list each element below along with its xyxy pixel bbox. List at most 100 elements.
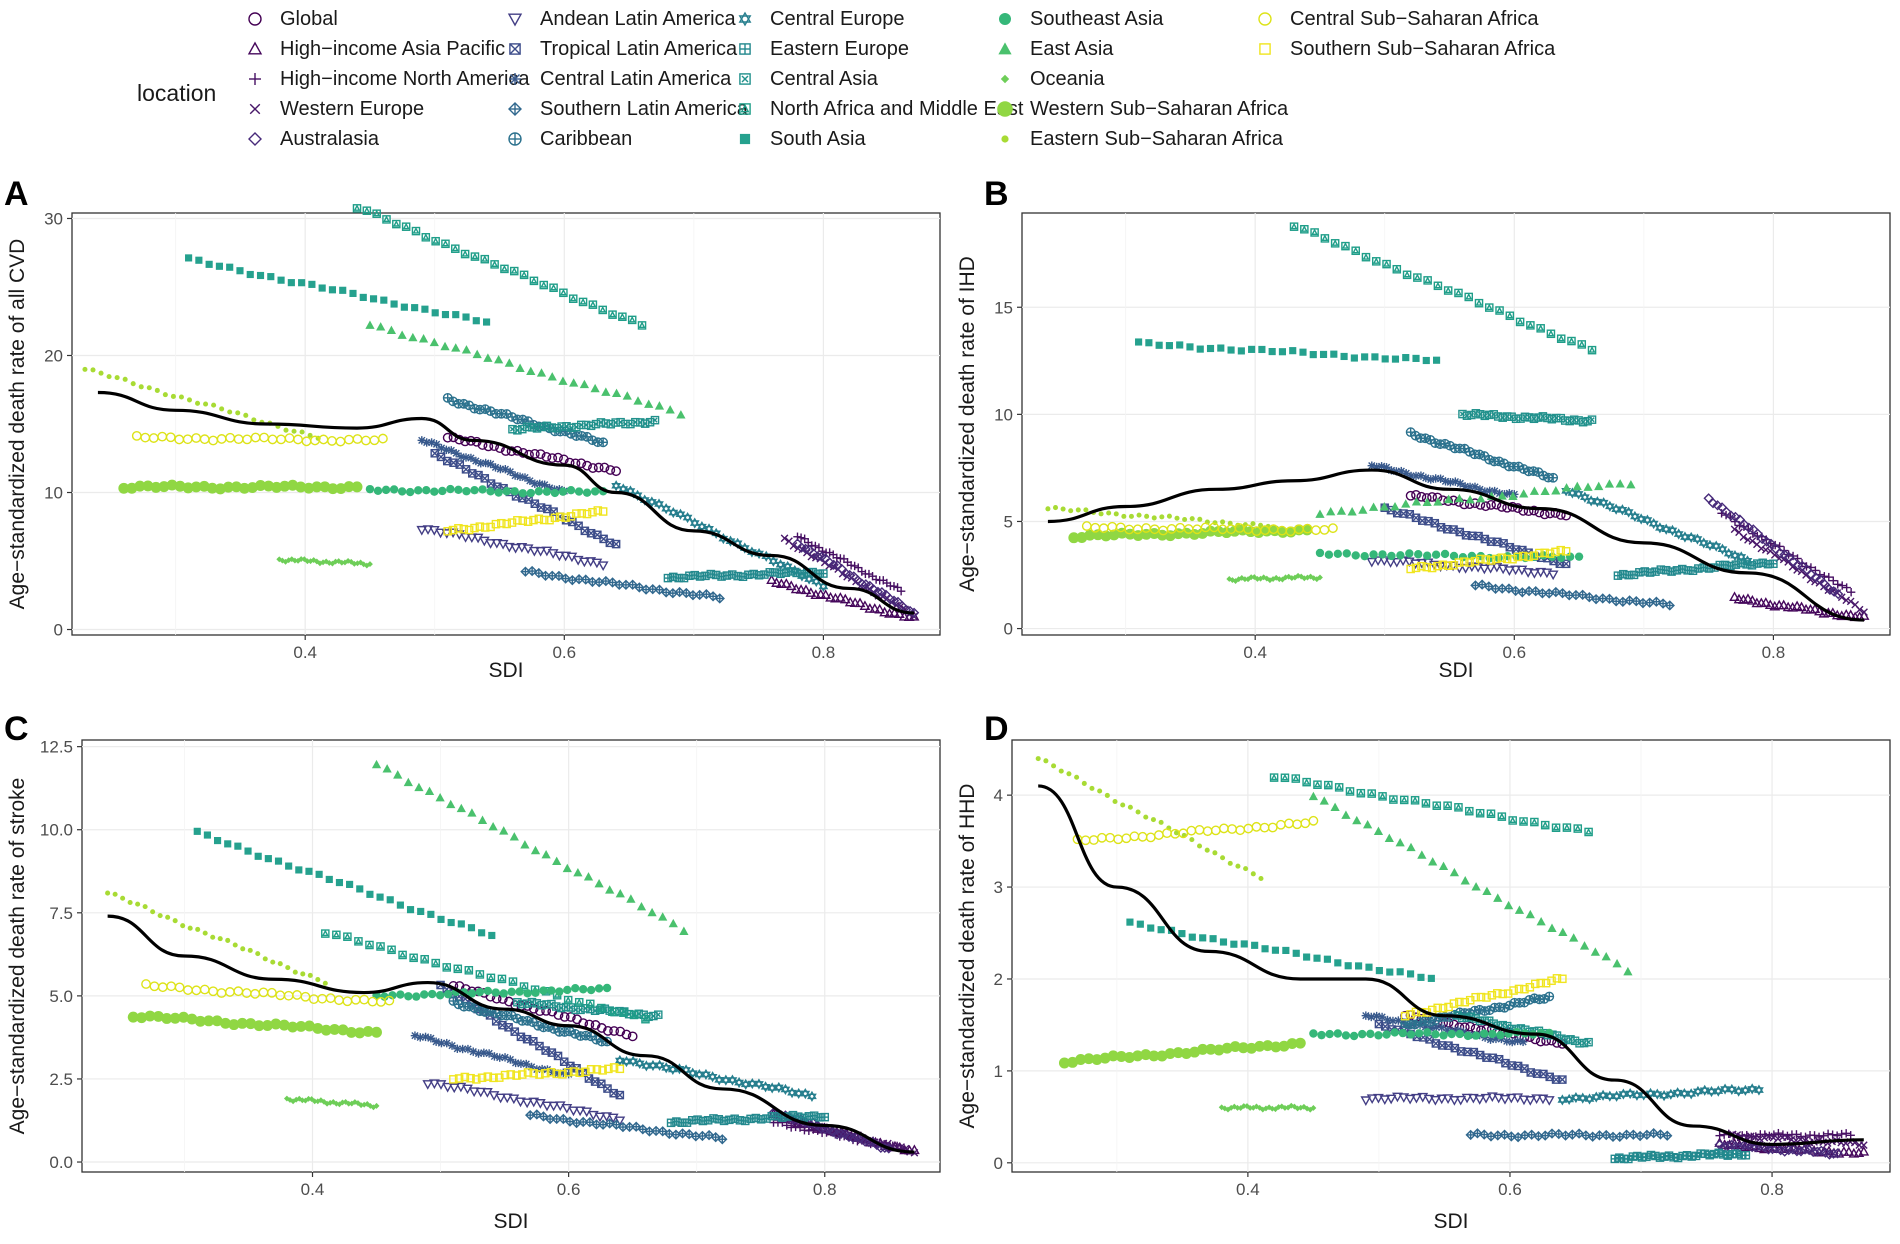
- data-point: [1317, 1030, 1326, 1040]
- data-point: [1373, 1093, 1384, 1104]
- series-d-eastern-sub-saharan-africa: [1035, 756, 1264, 882]
- data-point: [1417, 973, 1425, 981]
- data-point: [166, 479, 178, 491]
- data-point: [1410, 1019, 1420, 1030]
- data-point: [162, 392, 168, 398]
- data-point: [1464, 446, 1475, 457]
- legend-label: Global: [280, 7, 338, 30]
- data-point: [1526, 321, 1535, 330]
- data-point: [1443, 801, 1452, 810]
- data-point: [876, 587, 888, 598]
- data-point: [1121, 513, 1127, 519]
- data-point: [747, 1077, 758, 1090]
- data-point: [1665, 1088, 1676, 1100]
- legend-item-central-sub-saharan-africa: Central Sub−Saharan Africa: [1250, 4, 1539, 34]
- data-point: [679, 926, 689, 935]
- data-point: [1795, 1146, 1807, 1157]
- data-point: [1164, 1048, 1176, 1060]
- data-point: [343, 481, 355, 493]
- data-point: [1309, 351, 1317, 359]
- data-point: [371, 1026, 382, 1038]
- data-point: [400, 303, 408, 311]
- data-point: [404, 992, 413, 1001]
- legend-item-central-latin-america: Central Latin America: [500, 64, 731, 94]
- data-point: [1333, 549, 1343, 559]
- data-point: [1824, 1149, 1835, 1160]
- data-point: [1799, 1144, 1811, 1155]
- data-point: [502, 487, 511, 496]
- y-tick-label: 0: [54, 621, 63, 640]
- data-point: [1385, 1094, 1397, 1105]
- data-point: [597, 1003, 606, 1013]
- data-point: [1558, 1075, 1567, 1084]
- circle-open-icon: [248, 12, 262, 26]
- data-point: [484, 1049, 494, 1058]
- data-point: [332, 558, 339, 565]
- data-point: [437, 915, 445, 923]
- data-point: [287, 1096, 293, 1103]
- data-point: [1333, 1029, 1343, 1038]
- data-point: [1402, 270, 1412, 280]
- data-point: [480, 523, 490, 532]
- data-point: [134, 480, 146, 492]
- data-point: [1460, 997, 1470, 1007]
- data-point: [1547, 570, 1559, 581]
- data-point: [1366, 557, 1378, 568]
- circle-filled-small-icon: [1001, 135, 1009, 143]
- data-point: [1567, 336, 1576, 346]
- data-point: [1174, 515, 1180, 521]
- data-point: [1178, 930, 1186, 938]
- data-point: [1748, 537, 1757, 545]
- data-point: [796, 533, 806, 542]
- x-axis-title-c: SDI: [493, 1210, 528, 1230]
- data-point: [1045, 506, 1051, 512]
- data-point: [491, 519, 501, 529]
- data-point: [807, 1090, 817, 1102]
- data-point: [1460, 876, 1470, 885]
- legend-label: South Asia: [770, 127, 866, 150]
- data-point: [1508, 1037, 1517, 1047]
- data-point: [1474, 1004, 1485, 1015]
- data-point: [387, 945, 396, 955]
- data-point: [621, 1029, 632, 1040]
- data-point: [789, 542, 798, 550]
- data-point: [1709, 1149, 1719, 1159]
- data-point: [1406, 1030, 1416, 1039]
- data-point: [202, 930, 208, 936]
- data-point: [1368, 502, 1379, 511]
- series-d-eastern-europe: [1610, 1148, 1751, 1164]
- data-point: [1209, 935, 1217, 943]
- data-point: [1355, 962, 1363, 970]
- data-point: [1428, 857, 1438, 866]
- data-point: [1519, 997, 1530, 1008]
- data-point: [1382, 259, 1391, 269]
- data-point: [547, 372, 557, 381]
- data-point: [1098, 511, 1104, 517]
- data-point: [1330, 350, 1338, 358]
- data-point: [187, 925, 193, 931]
- data-point: [811, 541, 820, 551]
- data-point: [435, 792, 445, 802]
- data-point: [657, 1126, 668, 1137]
- series-b-southern-latin-america: [1470, 579, 1675, 611]
- y-tick-label: 15: [994, 298, 1013, 317]
- data-point: [762, 1114, 771, 1123]
- data-point: [1612, 958, 1622, 968]
- data-point: [210, 934, 216, 940]
- data-point: [1352, 815, 1362, 825]
- data-point: [597, 561, 609, 572]
- data-point: [580, 1030, 591, 1041]
- data-point: [1551, 486, 1561, 495]
- data-point: [157, 913, 163, 919]
- series-c-caribbean: [448, 996, 612, 1047]
- data-point: [1651, 596, 1662, 607]
- data-point: [1422, 562, 1432, 572]
- data-point: [1427, 563, 1437, 573]
- data-point: [572, 555, 584, 566]
- data-point: [328, 286, 337, 294]
- data-point: [574, 487, 584, 496]
- data-point: [270, 959, 276, 965]
- data-point: [455, 1082, 467, 1093]
- data-point: [478, 485, 487, 494]
- data-point: [576, 458, 587, 469]
